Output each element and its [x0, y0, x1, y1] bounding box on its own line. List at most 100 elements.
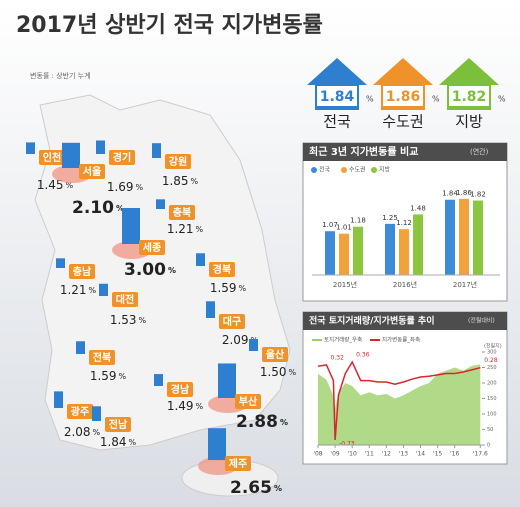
bar-panel-header: [303, 143, 507, 161]
region-tag: [67, 404, 93, 419]
value-box: [449, 86, 489, 106]
region-tag: [235, 394, 261, 409]
region-value: 1.49%: [167, 399, 204, 413]
unit: %: [119, 372, 127, 381]
region-name: 서울: [83, 165, 101, 178]
region-name: 전남: [109, 418, 128, 431]
region-bar: [249, 339, 258, 351]
legend-swatch: [341, 167, 347, 173]
region-name: 광주: [71, 406, 89, 418]
bar-label: 1.07: [322, 221, 338, 229]
value: 1.59: [90, 369, 117, 383]
x-tick-label: '11: [365, 451, 374, 458]
region-value: 1.59%: [210, 281, 247, 295]
region-value: 1.53%: [110, 313, 147, 327]
x-tick-label: '09: [330, 451, 339, 458]
bar: [445, 199, 455, 275]
summary-name: 수도권: [382, 113, 423, 131]
summary-value: 1.84: [320, 89, 355, 105]
summary-value: 1.82: [452, 89, 487, 105]
region-value: 1.84%: [100, 435, 137, 449]
region-tag: [69, 264, 95, 279]
region-name: 세종: [143, 241, 161, 254]
region-value: 1.85%: [162, 174, 199, 188]
summary-name: 지방: [455, 113, 483, 131]
value: 3.00: [124, 260, 166, 280]
x-tick-label: '10: [348, 451, 357, 458]
x-tick-label: 2017년: [453, 280, 477, 289]
region-bar: [62, 142, 80, 168]
chart-subtitle: (전월대비): [468, 317, 495, 325]
value-box: [317, 86, 357, 106]
value-box: [383, 86, 423, 106]
region-tag: [209, 262, 235, 277]
x-tick-label: 2015년: [333, 280, 357, 289]
bar-label: 1.18: [350, 217, 366, 225]
region-bar: [26, 142, 35, 154]
unit: %: [66, 181, 74, 190]
region-tag: [169, 205, 195, 220]
x-tick-label: '08: [313, 451, 322, 458]
summary-value: 1.86: [386, 89, 421, 105]
region-tag: [89, 350, 115, 365]
bar-label: 1.86: [456, 189, 472, 197]
region-bar: [54, 391, 63, 408]
region-value: 2.08%: [64, 425, 101, 439]
region-tag: [112, 292, 138, 307]
region-bar: [156, 199, 165, 209]
chart-subtitle: (연간): [470, 147, 489, 156]
unit: %: [136, 183, 144, 192]
data-label: 0.32: [331, 354, 345, 361]
bar: [353, 226, 363, 275]
region-tag: [39, 150, 65, 165]
y2-tick-label: 200: [487, 381, 497, 387]
unit: %: [168, 266, 176, 275]
region-bar: [154, 374, 163, 386]
bar: [413, 214, 423, 275]
x-tick-label: 2016년: [393, 280, 417, 289]
value: 1.53: [110, 313, 137, 327]
line-panel-header: [303, 312, 507, 330]
legend-swatch: [371, 167, 377, 173]
value: 1.21: [167, 222, 194, 236]
bar-label: 1.48: [410, 204, 426, 212]
unit: %: [280, 418, 288, 427]
region-name: 전북: [93, 351, 111, 364]
legend-swatch: [311, 167, 317, 173]
map-note: 변동률 : 상반기 누계: [30, 71, 91, 80]
region-tag: [167, 382, 193, 397]
x-tick-label: '14: [416, 451, 425, 458]
region-tag: [219, 314, 245, 329]
summary-unit: %: [366, 95, 374, 104]
unit: %: [89, 286, 97, 295]
region-name: 충북: [173, 206, 191, 219]
region-bar: [152, 143, 161, 158]
bar: [459, 198, 469, 275]
region-bar: [218, 363, 236, 398]
unit: %: [129, 438, 137, 447]
region-name: 경기: [113, 151, 131, 164]
chart-title: 전국 토지거래량/지가변동률 추이: [309, 315, 434, 327]
bar-label: 1.12: [396, 219, 412, 227]
value: 1.45: [37, 178, 64, 192]
bar-label: 1.84: [442, 190, 458, 198]
region-bar: [122, 208, 140, 244]
summary-unit: %: [432, 95, 440, 104]
data-label: -0.73: [339, 440, 355, 447]
region-name: 울산: [266, 348, 285, 361]
region-value: 1.21%: [167, 222, 204, 236]
y2-tick-label: 100: [487, 412, 497, 418]
region-value: 1.50%: [260, 365, 297, 379]
value: 1.84: [100, 435, 127, 449]
bar: [325, 231, 335, 275]
region-name: 대전: [116, 293, 134, 306]
x-tick-label: '15: [433, 451, 442, 458]
bar-label: 1.25: [382, 214, 398, 222]
bar: [385, 223, 395, 275]
region-bar: [206, 301, 215, 318]
unit: %: [139, 316, 147, 325]
y2-tick-label: 300: [487, 350, 497, 356]
unit: %: [274, 484, 282, 493]
